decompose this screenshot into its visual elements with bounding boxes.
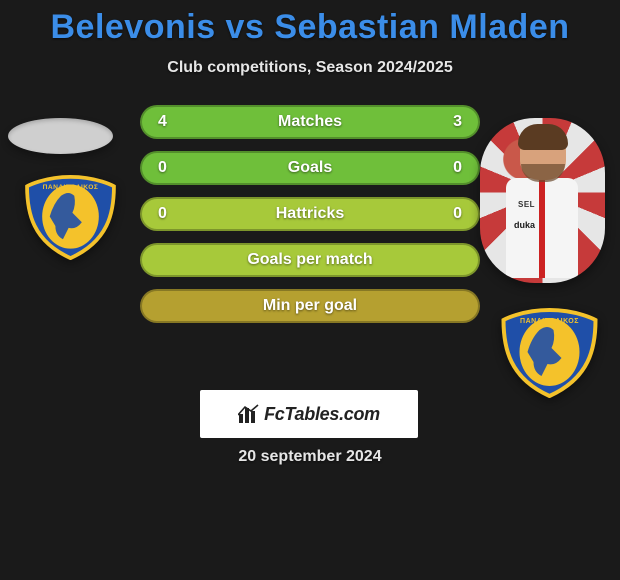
stat-pill-goals-per-match: Goals per match: [140, 243, 480, 277]
stat-pill-hattricks: Hattricks0 0: [140, 197, 480, 231]
player-left-club-badge: ΠΑΝΑΙΤΩΛΙΚΟΣ: [23, 175, 118, 260]
stat-label: Goals per match: [140, 251, 480, 269]
stat-label: Goals: [140, 159, 480, 177]
stat-left-value: 4: [158, 113, 167, 131]
shield-icon: ΠΑΝΑΙΤΩΛΙΚΟΣ: [498, 308, 601, 398]
stat-right-value: 0: [453, 205, 462, 223]
stat-right-value: 0: [453, 159, 462, 177]
stat-label: Min per goal: [140, 297, 480, 315]
shield-icon: ΠΑΝΑΙΤΩΛΙΚΟΣ: [23, 175, 118, 260]
comparison-card: Belevonis vs Sebastian Mladen Club compe…: [0, 0, 620, 580]
date-label: 20 september 2024: [0, 448, 620, 466]
stat-label: Matches: [140, 113, 480, 131]
jersey-sponsor-top: SEL: [518, 200, 535, 209]
stats-column: Matches43Goals00Hattricks00Goals per mat…: [140, 105, 480, 335]
stat-left-value: 0: [158, 205, 167, 223]
stat-left-value: 0: [158, 159, 167, 177]
svg-text:ΠΑΝΑΙΤΩΛΙΚΟΣ: ΠΑΝΑΙΤΩΛΙΚΟΣ: [43, 184, 99, 191]
player-right-club-badge: ΠΑΝΑΙΤΩΛΙΚΟΣ: [498, 308, 601, 398]
bar-chart-icon: [238, 404, 260, 424]
player-left-avatar-placeholder: [8, 118, 113, 154]
player-figure: SEL duka: [510, 128, 575, 278]
stat-pill-goals: Goals0 0: [140, 151, 480, 185]
stat-pill-matches: Matches4 3: [140, 105, 480, 139]
jersey-sponsor-mid: duka: [514, 220, 535, 230]
page-title: Belevonis vs Sebastian Mladen: [0, 0, 620, 47]
stat-right-value: 3: [453, 113, 462, 131]
stat-pill-min-per-goal: Min per goal: [140, 289, 480, 323]
season-subtitle: Club competitions, Season 2024/2025: [0, 59, 620, 77]
fctables-attribution[interactable]: FcTables.com: [200, 390, 418, 438]
fctables-label: FcTables.com: [264, 404, 380, 425]
player-right-avatar: SEL duka: [480, 118, 605, 283]
svg-text:ΠΑΝΑΙΤΩΛΙΚΟΣ: ΠΑΝΑΙΤΩΛΙΚΟΣ: [520, 318, 579, 325]
hair: [518, 124, 568, 150]
stat-label: Hattricks: [140, 205, 480, 223]
